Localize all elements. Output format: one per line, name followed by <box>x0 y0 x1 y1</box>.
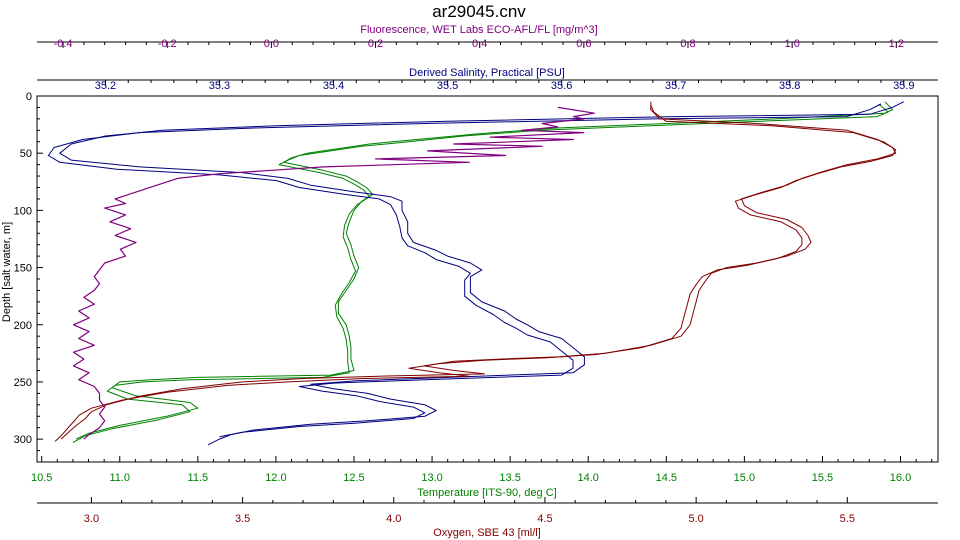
salinity-tick-label: 35.4 <box>323 80 344 92</box>
oxygen-tick-label: 5.5 <box>840 513 855 525</box>
temperature-tick-label: 12.0 <box>265 472 286 484</box>
salinity-tick-label: 35.2 <box>95 80 116 92</box>
salinity-profile-line-2 <box>59 101 905 446</box>
oxygen-tick-label: 5.0 <box>688 513 703 525</box>
fluorescence-tick-label: 0.6 <box>576 38 591 50</box>
temperature-tick-label: 16.0 <box>890 472 911 484</box>
oxygen-tick-label: 3.5 <box>235 513 250 525</box>
temperature-tick-label: 15.5 <box>812 472 833 484</box>
depth-tick-label: 100 <box>14 205 32 217</box>
temperature-profile-line-1 <box>72 103 889 444</box>
oxygen-tick-label: 3.0 <box>84 513 99 525</box>
fluorescence-tick-label: -0.2 <box>158 38 177 50</box>
depth-axis: 0 50 100 150 200 250 300 <box>14 91 43 463</box>
temperature-tick-label: 14.0 <box>578 472 599 484</box>
salinity-profile-line-3 <box>47 103 882 438</box>
depth-tick-label: 50 <box>20 148 32 160</box>
fluorescence-axis: -0.4 -0.2 0.0 0.2 0.4 0.6 0.8 1.0 1.2 <box>37 38 938 50</box>
fluorescence-tick-label: 0.8 <box>680 38 695 50</box>
oxygen-tick-label: 4.5 <box>537 513 552 525</box>
oxygen-profile-line-4 <box>60 101 897 440</box>
depth-axis-label: Depth [salt water, m] <box>1 222 13 322</box>
fluorescence-tick-label: 0.0 <box>264 38 279 50</box>
temperature-tick-label: 13.5 <box>499 472 520 484</box>
salinity-tick-label: 35.8 <box>779 80 800 92</box>
salinity-tick-label: 35.6 <box>551 80 572 92</box>
fluorescence-axis-label: Fluorescence, WET Labs ECO-AFL/FL [mg/m^… <box>360 24 597 36</box>
salinity-tick-label: 35.7 <box>665 80 686 92</box>
depth-tick-label: 200 <box>14 320 32 332</box>
fluorescence-tick-label: -0.4 <box>54 38 73 50</box>
temperature-axis: 10.5 11.0 11.5 12.0 12.5 13.0 13.5 14.0 14.5 15.0… <box>31 456 938 484</box>
series-layer <box>47 101 905 446</box>
temperature-axis-label: Temperature [ITS-90, deg C] <box>417 487 556 499</box>
fluorescence-profile-line-6 <box>72 106 595 440</box>
depth-tick-label: 300 <box>14 434 32 446</box>
fluorescence-tick-label: 0.4 <box>472 38 487 50</box>
temperature-tick-label: 10.5 <box>31 472 52 484</box>
fluorescence-tick-label: 0.2 <box>368 38 383 50</box>
fluorescence-tick-label: 1.0 <box>785 38 800 50</box>
depth-tick-label: 0 <box>26 91 32 103</box>
salinity-axis: 35.2 35.3 35.4 35.5 35.6 35.7 35.8 35.9 <box>37 79 938 92</box>
temperature-tick-label: 13.0 <box>421 472 442 484</box>
fluorescence-tick-label: 1.2 <box>889 38 904 50</box>
temperature-tick-label: 11.0 <box>109 472 130 484</box>
temperature-tick-label: 15.0 <box>734 472 755 484</box>
chart-title: ar29045.cnv <box>432 2 526 21</box>
salinity-tick-label: 35.5 <box>437 80 458 92</box>
temperature-tick-label: 11.5 <box>188 472 209 484</box>
temperature-tick-label: 12.5 <box>343 472 364 484</box>
temperature-tick-label: 14.5 <box>656 472 677 484</box>
salinity-axis-label: Derived Salinity, Practical [PSU] <box>409 67 565 79</box>
depth-tick-label: 150 <box>14 263 32 275</box>
salinity-tick-label: 35.3 <box>209 80 230 92</box>
depth-tick-label: 250 <box>14 377 32 389</box>
plot-frame <box>36 95 939 463</box>
oxygen-axis-label: Oxygen, SBE 43 [ml/l] <box>433 527 541 539</box>
oxygen-axis: 3.0 3.5 4.0 4.5 5.0 5.5 <box>37 497 938 525</box>
oxygen-profile-line-5 <box>54 104 897 442</box>
oxygen-tick-label: 4.0 <box>386 513 401 525</box>
salinity-tick-label: 35.9 <box>893 80 914 92</box>
